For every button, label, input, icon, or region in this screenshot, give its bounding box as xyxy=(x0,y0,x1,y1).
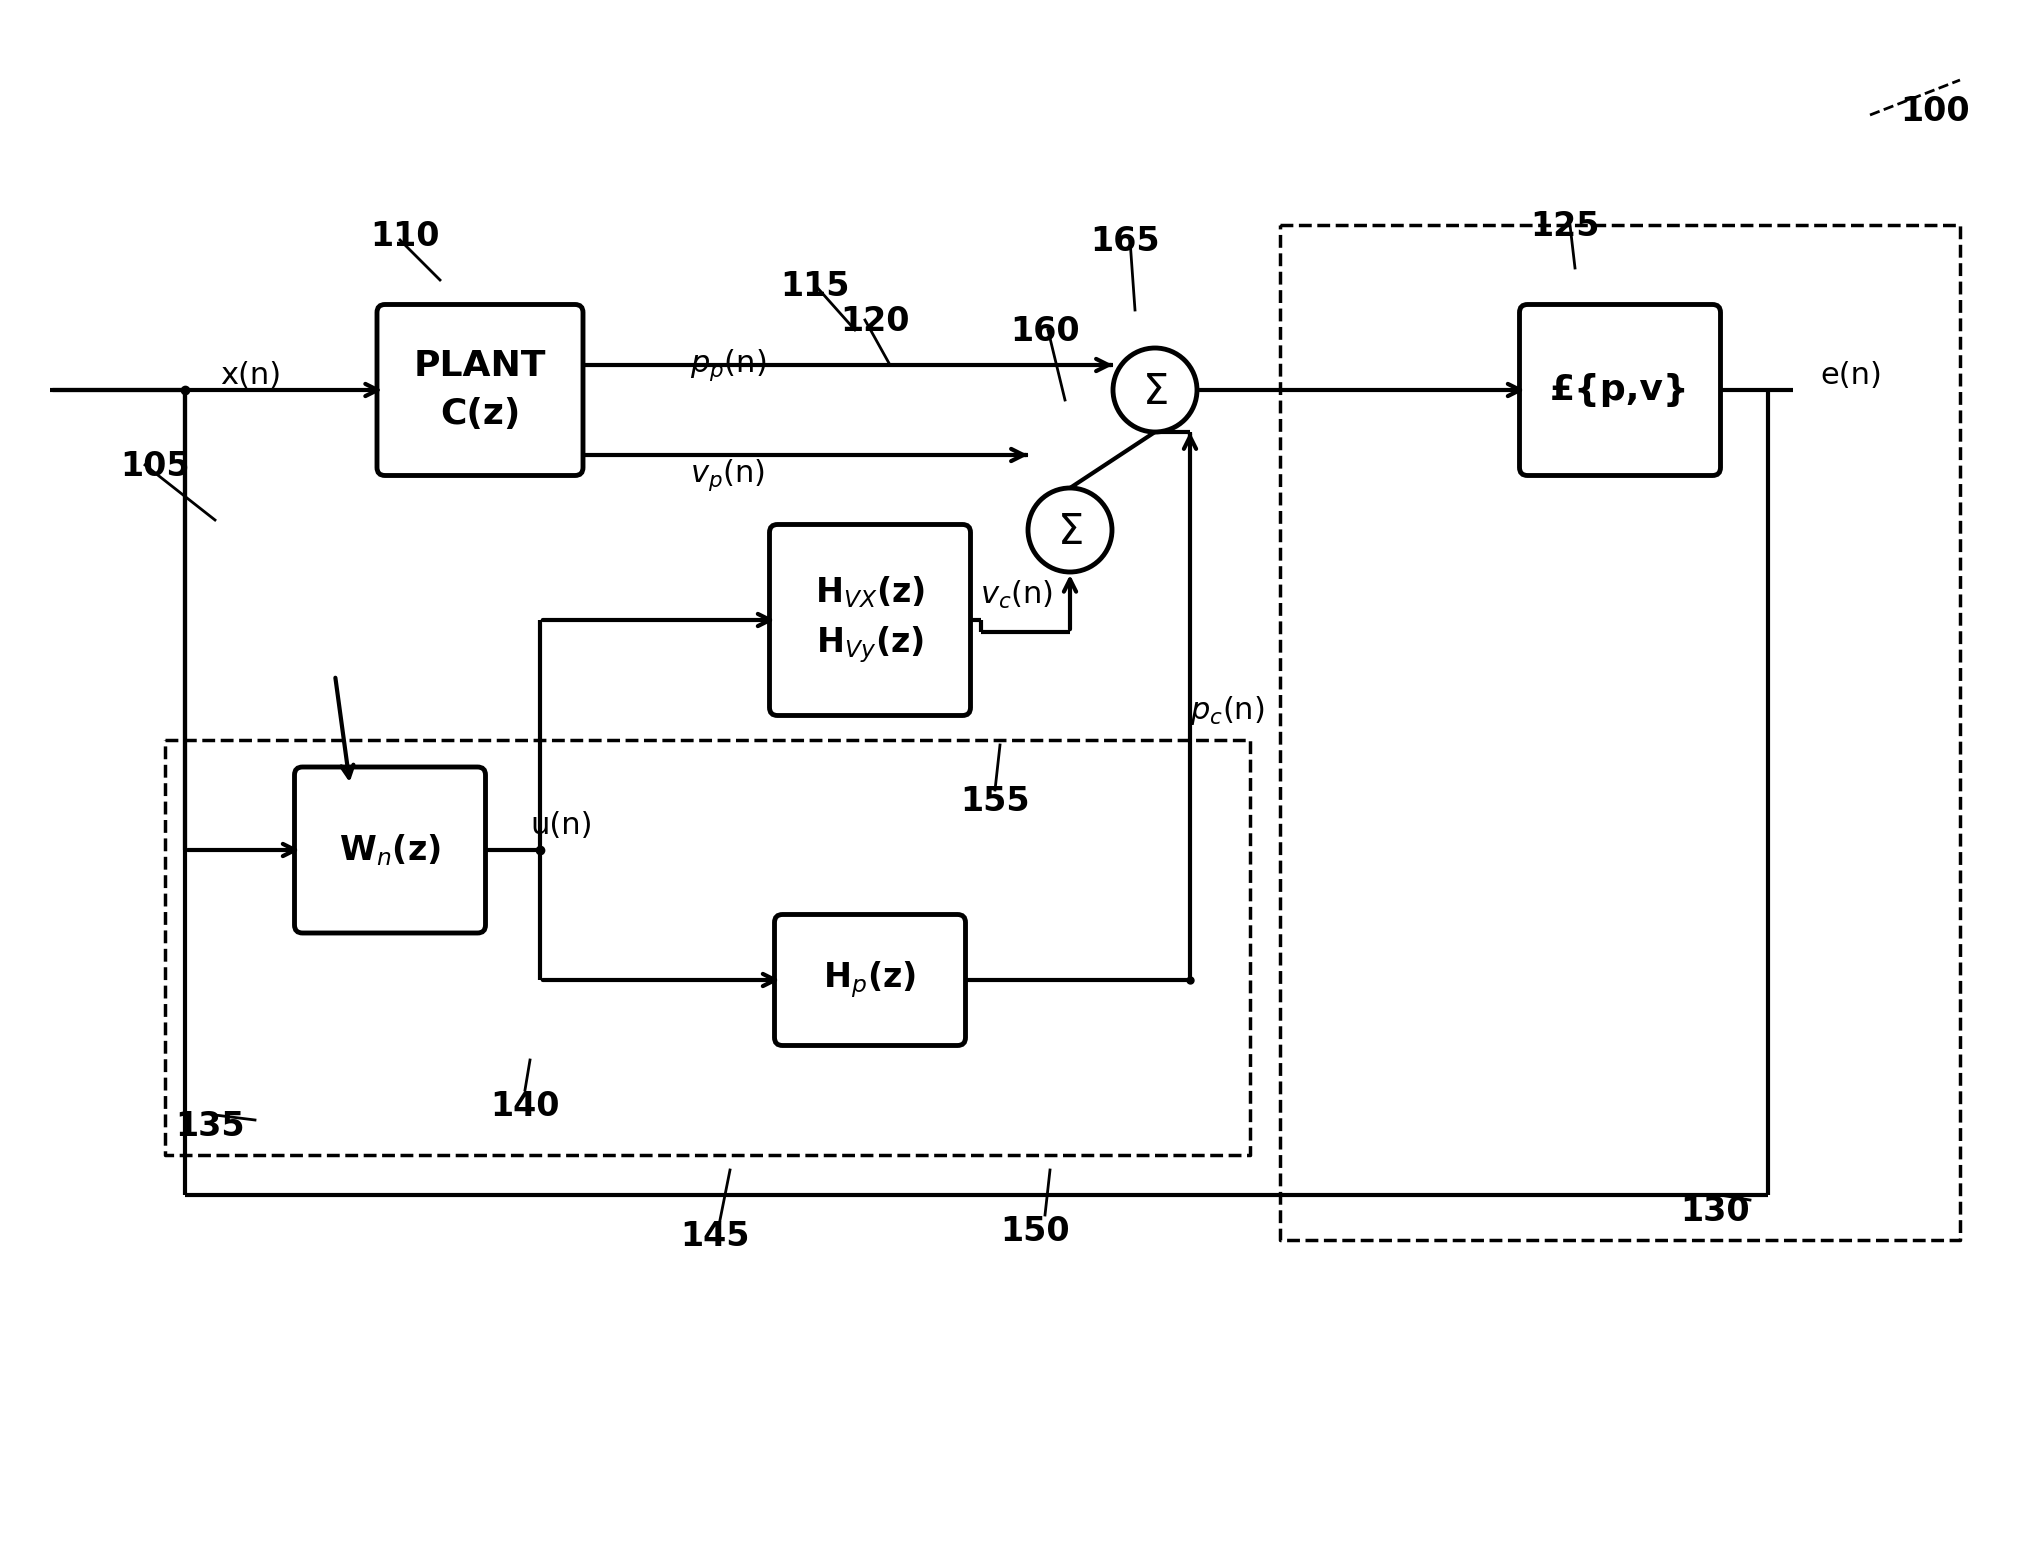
Text: £{p,v}: £{p,v} xyxy=(1551,373,1690,407)
FancyBboxPatch shape xyxy=(376,305,582,476)
FancyBboxPatch shape xyxy=(774,914,964,1045)
Text: PLANT
C(z): PLANT C(z) xyxy=(415,350,546,431)
Text: 155: 155 xyxy=(960,785,1029,818)
Text: 110: 110 xyxy=(370,219,439,253)
Text: 130: 130 xyxy=(1680,1194,1749,1228)
Text: 125: 125 xyxy=(1531,210,1599,243)
Text: $v_c$(n): $v_c$(n) xyxy=(981,578,1053,611)
Text: $\Sigma$: $\Sigma$ xyxy=(1058,512,1084,554)
Text: $\Sigma$: $\Sigma$ xyxy=(1142,372,1169,414)
Text: $v_p$(n): $v_p$(n) xyxy=(690,457,764,493)
Text: 135: 135 xyxy=(176,1110,245,1143)
Circle shape xyxy=(1027,488,1112,572)
Text: 165: 165 xyxy=(1090,225,1161,258)
Text: u(n): u(n) xyxy=(530,810,592,840)
Circle shape xyxy=(1112,348,1197,432)
Text: 145: 145 xyxy=(679,1221,750,1253)
Text: W$_n$(z): W$_n$(z) xyxy=(340,832,441,868)
Text: 105: 105 xyxy=(119,449,190,484)
Text: e(n): e(n) xyxy=(1820,361,1882,389)
Text: 140: 140 xyxy=(489,1090,560,1123)
Text: 160: 160 xyxy=(1011,316,1080,348)
Text: $p_p$(n): $p_p$(n) xyxy=(690,347,766,383)
FancyBboxPatch shape xyxy=(1519,305,1721,476)
Text: 150: 150 xyxy=(1001,1214,1070,1249)
Text: 120: 120 xyxy=(839,305,910,337)
FancyBboxPatch shape xyxy=(770,524,971,715)
Text: 100: 100 xyxy=(1901,95,1969,128)
Text: x(n): x(n) xyxy=(220,361,281,389)
Text: H$_{VX}$(z)
H$_{Vy}$(z): H$_{VX}$(z) H$_{Vy}$(z) xyxy=(815,575,926,666)
FancyBboxPatch shape xyxy=(295,767,485,933)
Text: $p_c$(n): $p_c$(n) xyxy=(1191,694,1264,726)
Text: H$_p$(z): H$_p$(z) xyxy=(823,959,916,1000)
Text: 115: 115 xyxy=(780,271,849,303)
